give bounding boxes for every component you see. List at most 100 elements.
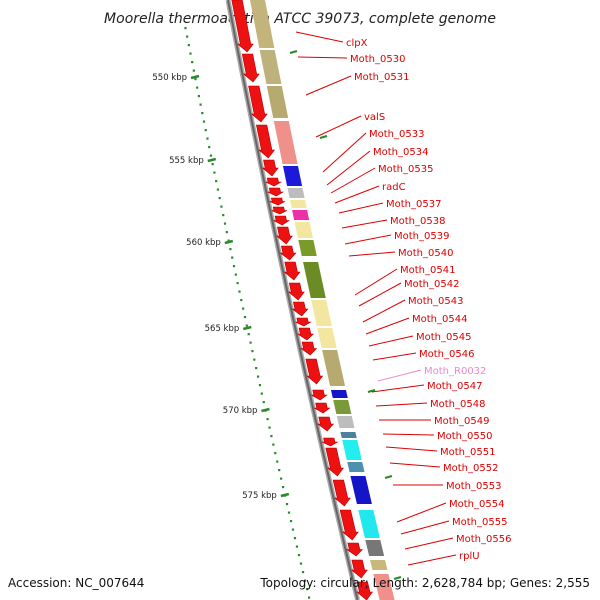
cog-block bbox=[350, 476, 372, 504]
label-leader bbox=[385, 446, 438, 452]
scale-dot bbox=[242, 307, 245, 310]
gene-label[interactable]: Moth_0530 bbox=[350, 54, 405, 65]
cds-arrow bbox=[316, 416, 335, 432]
scale-dot bbox=[262, 401, 265, 404]
scale-dot bbox=[240, 299, 243, 302]
label-leader bbox=[407, 554, 457, 566]
gene-label[interactable]: rplU bbox=[459, 551, 480, 562]
cog-block bbox=[311, 300, 332, 326]
scale-dot bbox=[299, 562, 303, 565]
cds-arrow bbox=[295, 317, 312, 327]
label-leader-lines bbox=[295, 31, 457, 566]
cds-arrow bbox=[231, 0, 254, 53]
scale-dot bbox=[192, 69, 195, 72]
scale-dot bbox=[220, 205, 223, 208]
cds-arrow bbox=[313, 402, 331, 414]
label-leader bbox=[358, 282, 402, 307]
scale-dot bbox=[204, 129, 207, 132]
cds-arrow bbox=[269, 197, 286, 206]
scale-dot bbox=[222, 214, 225, 217]
cog-block bbox=[336, 416, 355, 428]
gene-label[interactable]: Moth_0554 bbox=[449, 499, 504, 510]
cds-arrow bbox=[248, 85, 268, 123]
scale-tick-label: 575 kbp bbox=[242, 491, 277, 501]
gene-label[interactable]: Moth_0546 bbox=[419, 349, 474, 360]
cds-arrow bbox=[296, 327, 315, 341]
scale-dot bbox=[229, 248, 232, 251]
ring-tick bbox=[393, 575, 402, 581]
scale-dot bbox=[227, 239, 230, 242]
scale-dot bbox=[272, 443, 275, 446]
scale-dot bbox=[287, 511, 291, 514]
scale-dot bbox=[268, 426, 271, 429]
label-leader bbox=[326, 150, 371, 186]
gene-label[interactable]: Moth_0533 bbox=[369, 129, 424, 140]
cog-block bbox=[340, 432, 357, 438]
gene-label[interactable]: Moth_0535 bbox=[378, 164, 433, 175]
scale-dot bbox=[194, 78, 197, 81]
scale-tick-label: 555 kbp bbox=[169, 156, 204, 166]
gene-label[interactable]: clpX bbox=[346, 38, 368, 49]
cog-block bbox=[303, 262, 326, 298]
cds-arrow bbox=[261, 159, 279, 177]
gene-label[interactable]: valS bbox=[364, 112, 385, 123]
cog-block bbox=[358, 510, 380, 538]
cds-arrow bbox=[356, 581, 374, 600]
label-leader bbox=[341, 219, 388, 229]
gene-label[interactable]: Moth_0543 bbox=[408, 296, 463, 307]
scale-dot bbox=[297, 554, 301, 557]
scale-dot bbox=[215, 180, 218, 183]
scale-dot bbox=[232, 265, 236, 268]
label-leader bbox=[389, 462, 441, 468]
gene-label[interactable]: Moth_0555 bbox=[452, 517, 507, 528]
scale-dot bbox=[209, 154, 213, 157]
cds-arrow bbox=[325, 447, 344, 477]
cog-block bbox=[282, 166, 303, 186]
scale-dot bbox=[256, 375, 260, 378]
genome-backbone bbox=[225, 0, 361, 600]
gene-label[interactable]: Moth_0539 bbox=[394, 231, 449, 242]
gene-label[interactable]: Moth_0537 bbox=[386, 199, 441, 210]
gene-label[interactable]: Moth_0534 bbox=[373, 147, 428, 158]
gene-label[interactable]: Moth_0552 bbox=[443, 463, 498, 474]
gene-label[interactable]: Moth_0549 bbox=[434, 416, 489, 427]
scale-dot bbox=[276, 460, 279, 463]
scale-dot bbox=[303, 579, 307, 582]
gene-label[interactable]: Moth_0556 bbox=[456, 534, 511, 545]
gene-label[interactable]: Moth_0531 bbox=[354, 72, 409, 83]
label-leader bbox=[375, 402, 428, 407]
gene-label[interactable]: Moth_0551 bbox=[440, 447, 495, 458]
gene-label[interactable]: Moth_0545 bbox=[416, 332, 471, 343]
gene-label[interactable]: Moth_0550 bbox=[437, 431, 492, 442]
gene-label[interactable]: Moth_0540 bbox=[398, 248, 453, 259]
cds-arrow bbox=[339, 509, 359, 541]
cog-block bbox=[317, 328, 337, 348]
cds-arrow bbox=[265, 177, 283, 187]
gene-label[interactable]: Moth_0544 bbox=[412, 314, 467, 325]
gene-label[interactable]: Moth_0548 bbox=[430, 399, 485, 410]
scale-dot bbox=[234, 273, 237, 276]
scale-dot bbox=[270, 435, 273, 438]
label-leader bbox=[365, 317, 410, 335]
scale-dot bbox=[251, 350, 254, 353]
gene-label[interactable]: radC bbox=[382, 182, 406, 193]
label-leader bbox=[322, 132, 367, 173]
gene-label-column[interactable]: clpX Moth_0530 Moth_0531 valS Moth_0533 Moth_… bbox=[346, 38, 511, 562]
gene-label[interactable]: Moth_0547 bbox=[427, 381, 482, 392]
gene-label[interactable]: Moth_R0032 bbox=[424, 366, 486, 377]
scale-tick-label: 550 kbp bbox=[152, 73, 187, 83]
map-title: Moorella thermoacetica ATCC 39073, compl… bbox=[104, 11, 496, 27]
gene-label[interactable]: Moth_0538 bbox=[390, 216, 445, 227]
cog-block bbox=[373, 574, 395, 600]
label-leader bbox=[338, 202, 384, 214]
scale-dot bbox=[184, 27, 187, 30]
cog-block bbox=[292, 210, 310, 220]
gene-label[interactable]: Moth_0541 bbox=[400, 265, 455, 276]
cog-block bbox=[294, 222, 313, 238]
cds-arrow bbox=[279, 245, 297, 261]
cds-arrow bbox=[267, 187, 285, 197]
scale-dot bbox=[245, 324, 248, 327]
scale-dot bbox=[253, 358, 256, 361]
gene-label[interactable]: Moth_0542 bbox=[404, 279, 459, 290]
gene-label[interactable]: Moth_0553 bbox=[446, 481, 501, 492]
